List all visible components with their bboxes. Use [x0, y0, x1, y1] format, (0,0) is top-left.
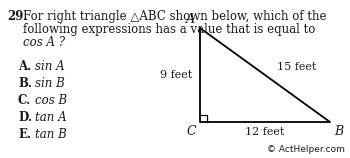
Text: tan A: tan A	[35, 111, 66, 124]
Text: cos A ?: cos A ?	[23, 36, 65, 49]
Text: E.: E.	[18, 128, 31, 141]
Text: A.: A.	[18, 60, 31, 73]
Text: sin B: sin B	[35, 77, 65, 90]
Text: B.: B.	[18, 77, 32, 90]
Text: sin A: sin A	[35, 60, 65, 73]
Text: C.: C.	[18, 94, 31, 107]
Text: 15 feet: 15 feet	[277, 62, 316, 72]
Text: cos B: cos B	[35, 94, 67, 107]
Text: D.: D.	[18, 111, 32, 124]
Text: C: C	[186, 125, 196, 138]
Text: B: B	[334, 125, 343, 138]
Text: For right triangle △ABC shown below, which of the: For right triangle △ABC shown below, whi…	[23, 10, 327, 23]
Text: 29.: 29.	[7, 10, 28, 23]
Text: 9 feet: 9 feet	[160, 70, 192, 80]
Text: 12 feet: 12 feet	[245, 127, 285, 137]
Text: © ActHelper.com: © ActHelper.com	[267, 145, 345, 154]
Text: following expressions has a value that is equal to: following expressions has a value that i…	[23, 23, 315, 36]
Text: A: A	[186, 13, 195, 26]
Text: tan B: tan B	[35, 128, 67, 141]
